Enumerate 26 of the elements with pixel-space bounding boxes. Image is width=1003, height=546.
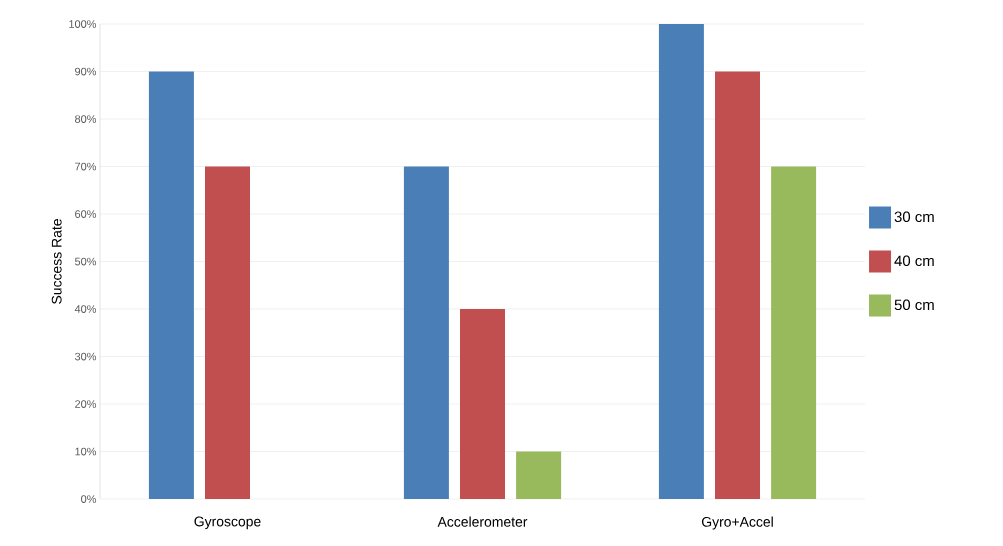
y-tick-label: 50% [74,257,97,266]
y-tick-label: 20% [75,400,97,408]
legend-label: 30 cm [894,211,934,223]
y-tick-label: 40% [74,305,97,313]
y-tick-label: 100% [69,20,97,28]
legend-label: 50 cm [894,299,934,311]
y-axis-title: Success Rate [51,219,62,304]
bar [460,309,505,499]
bar [516,451,562,499]
y-tick-label: 30% [74,352,97,361]
y-tick-label: 70% [75,162,97,171]
x-tick-label: Gyroscope [194,516,261,530]
bar [715,71,761,499]
y-tick-label: 10% [75,447,97,456]
x-tick-label: Accelerometer [437,516,528,527]
bar [771,166,817,499]
legend-label: 40 cm [894,255,934,267]
y-tick-label: 90% [75,67,97,76]
y-tick-label: 60% [75,210,97,218]
y-tick-label: 0% [81,495,97,503]
bar [205,166,250,499]
y-tick-label: 80% [75,115,97,123]
bar [658,24,704,499]
bar [403,166,449,499]
bar [148,71,194,499]
x-tick-label: Gyro+Accel [701,516,773,530]
